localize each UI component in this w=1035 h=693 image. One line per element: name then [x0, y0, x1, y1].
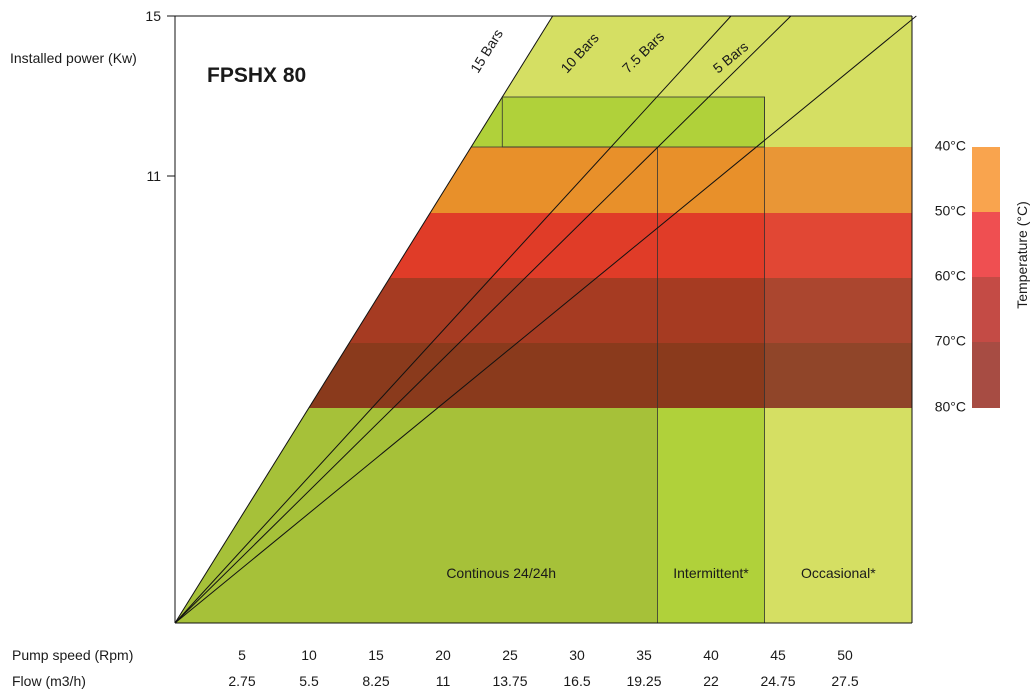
x-axis-label-flow: Flow (m3/h) [12, 673, 86, 689]
pressure-line-label: 15 Bars [467, 26, 506, 75]
temperature-legend-label: 80°C [935, 399, 966, 415]
x-tick-label-flow: 19.25 [626, 673, 661, 689]
x-tick-label-flow: 11 [436, 673, 451, 689]
x-tick-label-flow: 27.5 [831, 673, 858, 689]
temperature-legend-label: 70°C [935, 333, 966, 349]
x-tick-label-rpm: 20 [435, 647, 451, 663]
temperature-axis-label: Temperature (°C) [1014, 201, 1030, 309]
y-axis-label: Installed power (Kw) [10, 50, 137, 66]
x-tick-label-flow: 24.75 [760, 673, 795, 689]
y-tick-label: 15 [145, 8, 161, 24]
x-tick-label-rpm: 5 [238, 647, 246, 663]
temperature-band-occasional-tint [764, 343, 912, 408]
pressure-line [174, 15, 917, 624]
x-tick-label-flow: 22 [703, 673, 719, 689]
temperature-band [349, 278, 913, 343]
x-tick-label-flow: 8.25 [362, 673, 389, 689]
x-tick-label-rpm: 15 [368, 647, 384, 663]
temperature-band [430, 147, 912, 213]
pressure-line [174, 15, 554, 624]
x-tick-label-flow: 2.75 [228, 673, 255, 689]
temperature-band [308, 343, 913, 408]
temperature-band-occasional-tint [764, 278, 912, 343]
x-tick-label-rpm: 30 [569, 647, 585, 663]
pressure-line [174, 15, 792, 624]
temperature-legend-label: 40°C [935, 138, 966, 154]
zone-continuous [175, 408, 658, 623]
x-tick-label-rpm: 45 [770, 647, 786, 663]
pressure-line [174, 15, 732, 624]
x-tick-label-rpm: 10 [301, 647, 317, 663]
zone-label-intermittent: Intermittent* [673, 565, 749, 581]
chart-title: FPSHX 80 [207, 64, 306, 87]
temperature-legend-label: 50°C [935, 203, 966, 219]
x-tick-label-flow: 5.5 [299, 673, 319, 689]
x-tick-label-rpm: 35 [636, 647, 652, 663]
zone-label-occasional: Occasional* [801, 565, 876, 581]
x-tick-label-flow: 13.75 [492, 673, 527, 689]
temperature-legend-swatch [972, 147, 1000, 212]
chart-lines [167, 15, 917, 624]
temperature-legend-swatch [972, 277, 1000, 342]
temperature-band-occasional-tint [764, 147, 912, 213]
y-tick-label: 11 [146, 168, 161, 184]
temperature-legend-swatch [972, 342, 1000, 408]
zone-label-continuous: Continous 24/24h [446, 565, 556, 581]
temperature-band-occasional-tint [764, 213, 912, 278]
temperature-band [389, 213, 912, 278]
temperature-legend-swatch [972, 212, 1000, 277]
x-tick-label-rpm: 25 [502, 647, 518, 663]
temperature-legend-label: 60°C [935, 268, 966, 284]
x-tick-label-rpm: 50 [837, 647, 853, 663]
chart-fills [175, 16, 1000, 623]
x-tick-label-rpm: 40 [703, 647, 719, 663]
x-tick-label-flow: 16.5 [563, 673, 590, 689]
x-axis-label-pump-speed: Pump speed (Rpm) [12, 647, 133, 663]
